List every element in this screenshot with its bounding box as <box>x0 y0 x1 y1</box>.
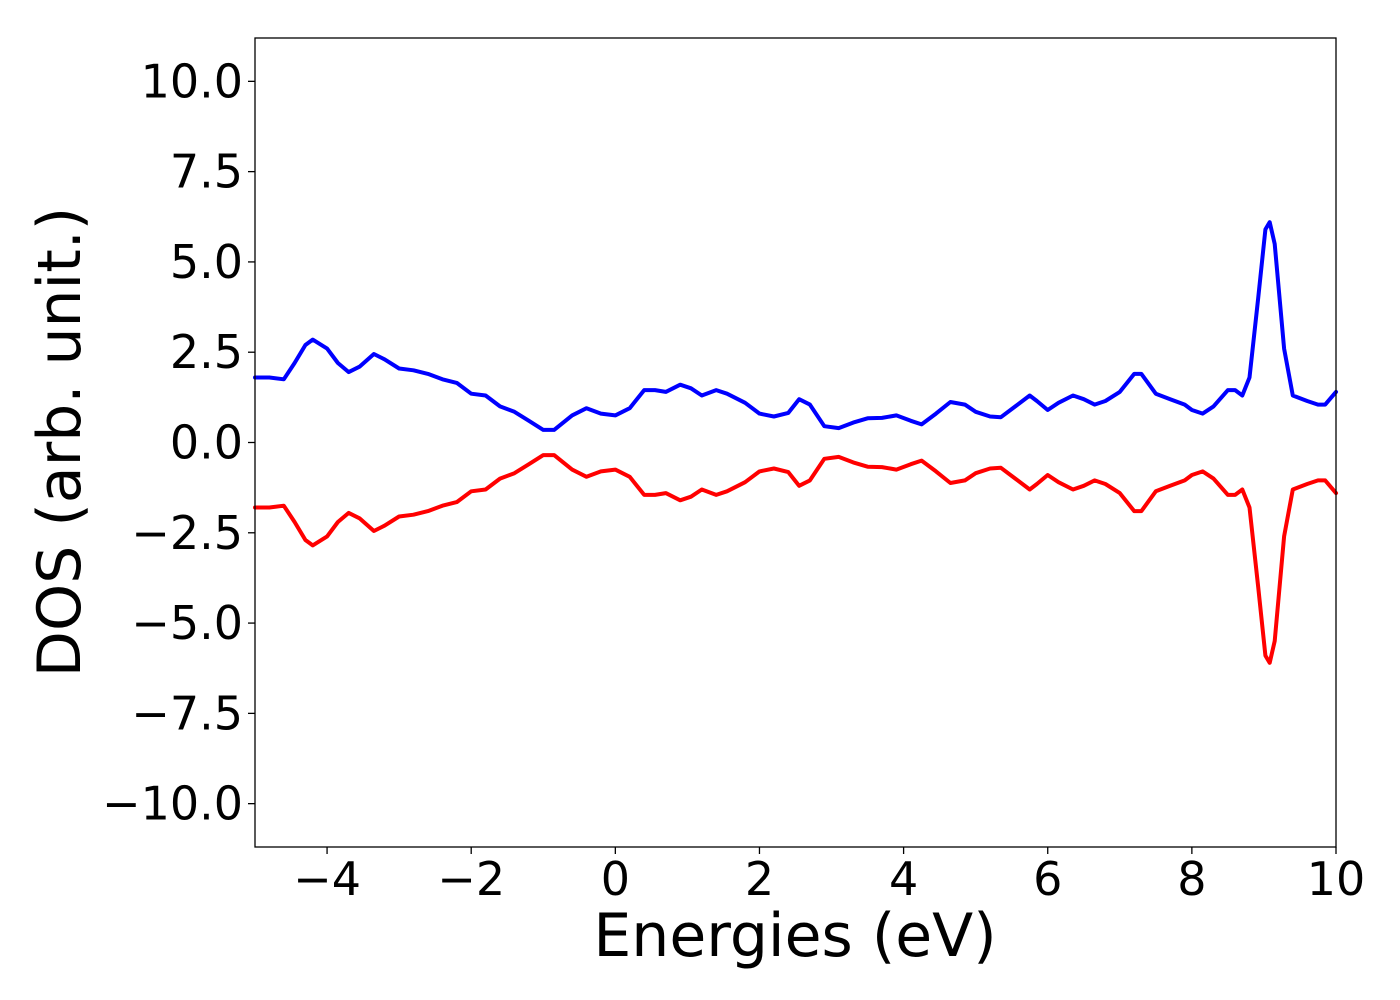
plot-frame <box>254 37 1337 848</box>
y-tick-label: 7.5 <box>170 145 243 199</box>
x-tick-label: 8 <box>1177 852 1206 906</box>
x-tick-label: 0 <box>601 852 630 906</box>
y-axis-label: DOS (arb. unit.) <box>25 207 95 677</box>
y-tick-label: 2.5 <box>170 325 243 379</box>
x-tick-label: 2 <box>745 852 774 906</box>
x-axis: −4 −2 0 2 4 6 8 10 <box>293 847 1365 906</box>
x-tick-label: 4 <box>889 852 918 906</box>
y-tick-label: −5.0 <box>131 596 243 650</box>
y-axis: 10.0 7.5 5.0 2.5 0.0 −2.5 −5.0 −7.5 −10.0 <box>102 54 255 831</box>
x-tick-label: −2 <box>437 852 505 906</box>
x-axis-label: Energies (eV) <box>593 901 996 971</box>
x-tick-label: −4 <box>293 852 361 906</box>
series-line-1 <box>253 220 1338 432</box>
x-tick-label: 10 <box>1307 852 1366 906</box>
y-tick-label: 0.0 <box>170 416 243 470</box>
y-tick-label: 10.0 <box>141 54 243 108</box>
x-tick-label: 6 <box>1033 852 1062 906</box>
series-line-2 <box>253 453 1338 665</box>
series-layer <box>253 220 1338 665</box>
y-tick-label: 5.0 <box>170 235 243 289</box>
y-tick-label: −2.5 <box>131 506 243 560</box>
y-tick-label: −7.5 <box>131 686 243 740</box>
y-tick-label: −10.0 <box>102 777 243 831</box>
